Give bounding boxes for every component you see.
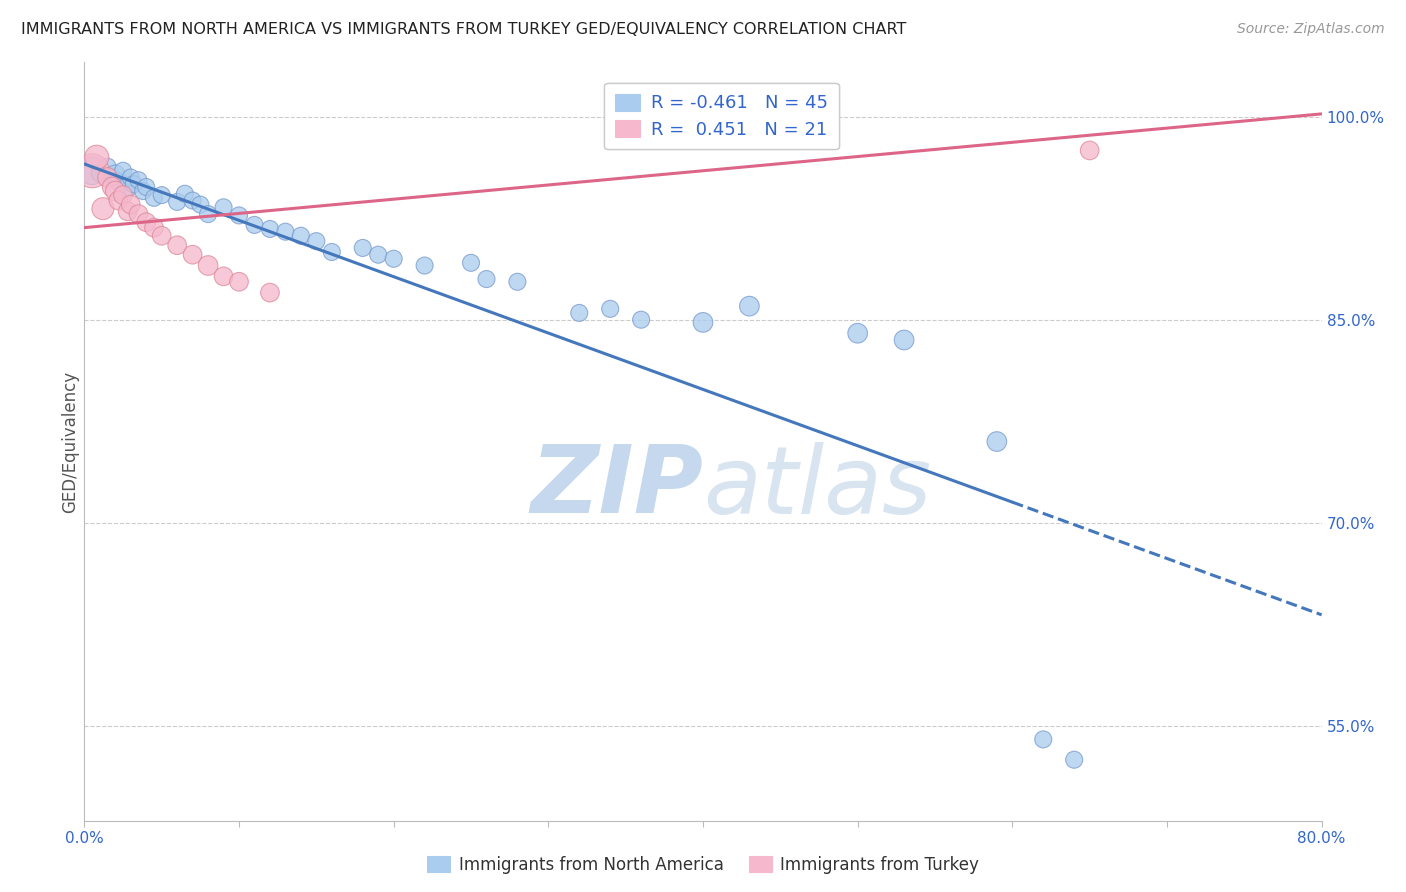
Text: IMMIGRANTS FROM NORTH AMERICA VS IMMIGRANTS FROM TURKEY GED/EQUIVALENCY CORRELAT: IMMIGRANTS FROM NORTH AMERICA VS IMMIGRA… (21, 22, 907, 37)
Text: atlas: atlas (703, 442, 931, 533)
Point (290, 228, 312, 243)
Point (150, 228, 173, 243)
Point (174, 186, 197, 201)
Point (181, 194, 204, 208)
Point (166, 238, 188, 252)
Point (212, 269, 235, 284)
Point (89, 166, 111, 180)
Point (228, 275, 250, 289)
Point (127, 207, 149, 221)
Point (122, 178, 145, 192)
Legend: R = -0.461   N = 45, R =  0.451   N = 21: R = -0.461 N = 45, R = 0.451 N = 21 (605, 83, 839, 149)
Point (475, 272, 498, 286)
Point (1078, 144, 1101, 158)
Point (132, 184, 155, 198)
Point (135, 215, 157, 229)
Point (352, 241, 374, 255)
Point (120, 170, 142, 185)
Point (1032, 732, 1054, 747)
Point (460, 256, 482, 270)
Point (197, 259, 219, 273)
Point (846, 326, 869, 341)
Point (107, 194, 129, 208)
Point (1063, 753, 1085, 767)
Point (367, 248, 389, 262)
Point (738, 299, 761, 313)
Point (382, 252, 405, 266)
Point (188, 197, 211, 211)
Point (91, 202, 114, 216)
Point (82, 163, 104, 178)
Point (692, 315, 714, 329)
Point (212, 200, 235, 214)
Point (166, 194, 188, 209)
Point (228, 209, 250, 223)
Point (86, 150, 108, 164)
Point (599, 301, 621, 316)
Point (259, 285, 281, 300)
Point (568, 306, 591, 320)
Point (243, 218, 266, 232)
Point (104, 168, 127, 182)
Point (150, 188, 173, 202)
Point (321, 244, 343, 259)
Point (112, 163, 135, 178)
Point (305, 234, 328, 248)
Point (630, 312, 652, 326)
Point (112, 188, 135, 202)
Text: Source: ZipAtlas.com: Source: ZipAtlas.com (1237, 22, 1385, 37)
Point (82, 163, 104, 178)
Point (143, 220, 166, 235)
Point (120, 197, 142, 211)
Point (101, 170, 124, 185)
Point (96, 170, 118, 185)
Point (197, 207, 219, 221)
Point (181, 248, 204, 262)
Point (135, 180, 157, 194)
Point (127, 173, 149, 187)
Point (117, 204, 139, 219)
Text: ZIP: ZIP (530, 441, 703, 533)
Point (986, 434, 1008, 449)
Point (506, 275, 529, 289)
Point (96, 160, 118, 174)
Point (104, 184, 127, 198)
Point (117, 180, 139, 194)
Point (893, 333, 915, 347)
Point (101, 180, 124, 194)
Y-axis label: GED/Equivalency: GED/Equivalency (60, 370, 79, 513)
Point (259, 222, 281, 236)
Point (143, 191, 166, 205)
Point (274, 225, 297, 239)
Point (413, 259, 436, 273)
Point (107, 175, 129, 189)
